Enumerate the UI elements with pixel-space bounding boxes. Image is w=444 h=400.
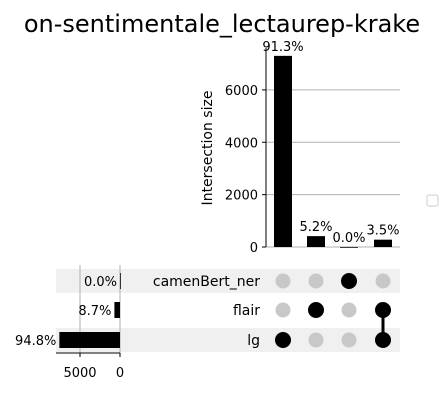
matrix-dot-active [341,273,357,289]
y-tick-label: 2000 [225,189,258,204]
intersection-bar [274,55,292,248]
matrix-dot-inactive [275,273,291,289]
matrix-dot-inactive [308,332,324,348]
set-size-bar [114,302,120,318]
y-tick-label: 0 [250,241,258,256]
x-tick-label: 0 [116,366,124,381]
set-name-label: flair [233,303,260,319]
intersection-bar-label: 5.2% [299,220,332,235]
x-tick-label: 5000 [63,366,96,381]
matrix-dot-inactive [375,273,391,289]
intersection-bar-label: 3.5% [366,224,399,239]
y-tick-label: 6000 [225,84,258,99]
intersection-bar-label: 91.3% [262,40,303,55]
intersection-bar [340,246,358,248]
set-size-bar [59,332,120,348]
set-size-label: 8.7% [78,304,111,319]
intersection-bar-label: 0.0% [332,231,365,246]
chart-title: on-sentimentale_lectaurep-krake [24,10,420,38]
intersection-bar [374,239,392,247]
matrix-dot-inactive [308,273,324,289]
matrix-dot-active [375,302,391,318]
set-size-label: 94.8% [15,334,56,349]
set-size-label: 0.0% [84,275,117,290]
matrix-dot-active [308,302,324,318]
matrix-dot-inactive [341,332,357,348]
set-size-bar [119,273,121,289]
matrix-dot-active [375,332,391,348]
set-name-label: lg [247,333,260,349]
legend-box [426,194,439,207]
matrix-dot-inactive [341,302,357,318]
set-name-label: camenBert_ner [153,274,260,290]
matrix-dot-active [275,332,291,348]
intersection-axis-label: Intersection size [200,91,216,206]
intersection-bar [307,236,325,247]
matrix-dot-inactive [275,302,291,318]
y-tick-label: 4000 [225,136,258,151]
